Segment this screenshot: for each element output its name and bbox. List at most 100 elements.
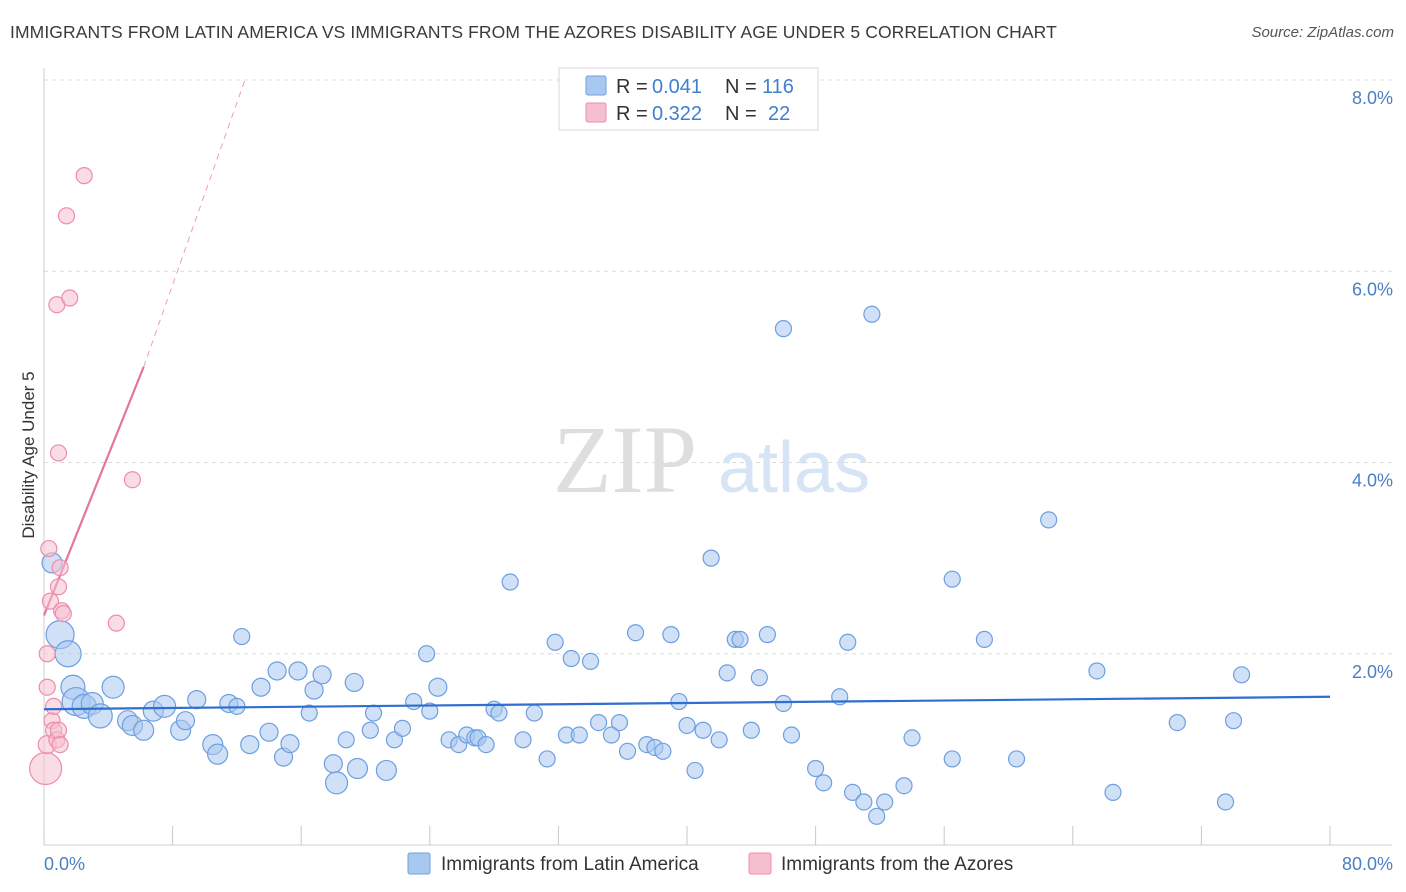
azores-point-21 — [107, 614, 125, 632]
x-tick-labels: 0.0% 80.0% — [44, 854, 1393, 874]
azores-trend-solid — [42, 366, 145, 616]
latin-america-point-25 — [267, 661, 287, 681]
latin-america-point-90 — [839, 633, 857, 651]
y-tick-label-2: 6.0% — [1352, 279, 1393, 299]
legend-n-label-2: N = — [725, 103, 757, 125]
latin-america-point-88 — [815, 774, 833, 792]
bottom-legend-label-pink: Immigrants from the Azores — [781, 854, 1013, 875]
azores-point-14 — [51, 559, 69, 577]
latin-america-point-71 — [662, 626, 680, 644]
latin-america-point-34 — [337, 731, 355, 749]
latin-america-point-92 — [855, 793, 873, 811]
latin-america-point-15 — [175, 711, 196, 731]
legend-r-value-2: 0.322 — [652, 103, 702, 125]
latin-america-point-30 — [304, 680, 324, 700]
latin-america-point-104 — [1104, 783, 1122, 802]
latin-america-point-7 — [87, 703, 113, 729]
legend-r-value-1: 0.041 — [652, 76, 702, 98]
latin-america-point-61 — [570, 726, 588, 744]
latin-america-point-75 — [694, 721, 712, 739]
latin-america-point-95 — [876, 793, 894, 811]
latin-america-point-44 — [421, 702, 439, 720]
latin-america-point-108 — [1232, 666, 1251, 684]
y-tick-label-0: 2.0% — [1352, 662, 1393, 682]
latin-america-point-82 — [750, 669, 768, 687]
legend-r-label-1: R = — [616, 76, 648, 98]
legend-swatch-pink — [585, 102, 607, 123]
latin-america-point-56 — [525, 704, 543, 722]
azores-point-22 — [123, 471, 142, 489]
latin-america-trend — [43, 695, 1331, 711]
latin-america-point-66 — [618, 742, 637, 760]
bottom-legend-swatch-blue — [407, 852, 431, 875]
azores-point-2 — [38, 678, 56, 696]
latin-america-point-65 — [610, 713, 629, 732]
azores-point-15 — [51, 735, 69, 754]
azores-trend-dashed — [143, 79, 246, 368]
latin-america-point-32 — [323, 754, 343, 774]
azores-point-8 — [45, 697, 63, 715]
legend-n-label-1: N = — [725, 76, 757, 98]
latin-america-point-94 — [868, 807, 886, 825]
y-tick-labels: 2.0% 4.0% 6.0% 8.0% — [1352, 88, 1393, 682]
watermark-atlas: atlas — [718, 428, 870, 508]
latin-america-point-28 — [288, 661, 308, 681]
latin-america-point-16 — [187, 690, 207, 710]
latin-america-point-64 — [602, 726, 621, 744]
bottom-legend-label-blue: Immigrants from Latin America — [441, 854, 699, 875]
latin-america-point-77 — [710, 731, 728, 749]
latin-america-point-103 — [1088, 662, 1106, 680]
latin-america-point-78 — [718, 664, 736, 682]
latin-america-point-73 — [678, 716, 696, 735]
legend-r-label-2: R = — [616, 103, 648, 125]
azores-point-0 — [29, 751, 63, 786]
latin-america-point-101 — [1007, 750, 1026, 768]
latin-america-point-21 — [233, 627, 251, 646]
azores-point-17 — [54, 604, 72, 623]
latin-america-point-106 — [1216, 793, 1235, 811]
chart-title: IMMIGRANTS FROM LATIN AMERICA VS IMMIGRA… — [10, 22, 1057, 42]
latin-america-point-105 — [1168, 713, 1186, 732]
latin-america-point-11 — [133, 719, 155, 741]
latin-america-point-63 — [589, 713, 608, 732]
legend-n-value-2: 22 — [768, 103, 790, 125]
azores-point-11 — [49, 721, 68, 739]
latin-america-point-86 — [774, 320, 793, 338]
latin-america-point-96 — [895, 777, 913, 795]
azores-point-12 — [49, 578, 68, 596]
latin-america-point-36 — [346, 757, 369, 780]
azores-point-4 — [40, 539, 58, 558]
latin-america-point-43 — [417, 645, 436, 663]
latin-america-point-76 — [702, 549, 720, 567]
azores-point-5 — [41, 592, 60, 610]
latin-america-point-13 — [152, 694, 177, 718]
y-axis-title: Disability Age Under 5 — [19, 371, 38, 538]
latin-america-point-81 — [742, 721, 760, 739]
grid-lines — [44, 79, 1392, 655]
azores-point-19 — [61, 289, 79, 307]
latin-america-point-93 — [863, 305, 881, 323]
latin-america-point-42 — [405, 692, 423, 711]
latin-america-point-29 — [300, 704, 318, 722]
watermark-zip: ZIP — [553, 406, 697, 513]
latin-america-point-33 — [324, 771, 349, 795]
latin-america-point-102 — [1040, 511, 1058, 529]
latin-america-trend-line — [43, 695, 1331, 711]
latin-america-point-8 — [101, 675, 125, 699]
latin-america-point-37 — [361, 721, 379, 739]
latin-america-point-83 — [758, 626, 776, 644]
latin-america-point-60 — [562, 649, 580, 668]
latin-america-point-24 — [259, 722, 279, 742]
latin-america-point-54 — [514, 731, 532, 749]
latin-america-point-23 — [251, 677, 271, 697]
azores-points — [29, 167, 142, 786]
y-tick-label-1: 4.0% — [1352, 471, 1393, 491]
latin-america-point-58 — [546, 633, 564, 651]
latin-america-point-2 — [54, 640, 82, 668]
latin-america-point-22 — [240, 734, 260, 755]
watermark: ZIP atlas — [553, 406, 870, 513]
latin-america-point-70 — [654, 742, 672, 760]
latin-america-point-97 — [903, 729, 921, 747]
x-tick-label-0: 0.0% — [44, 854, 85, 874]
latin-america-point-27 — [280, 734, 300, 754]
